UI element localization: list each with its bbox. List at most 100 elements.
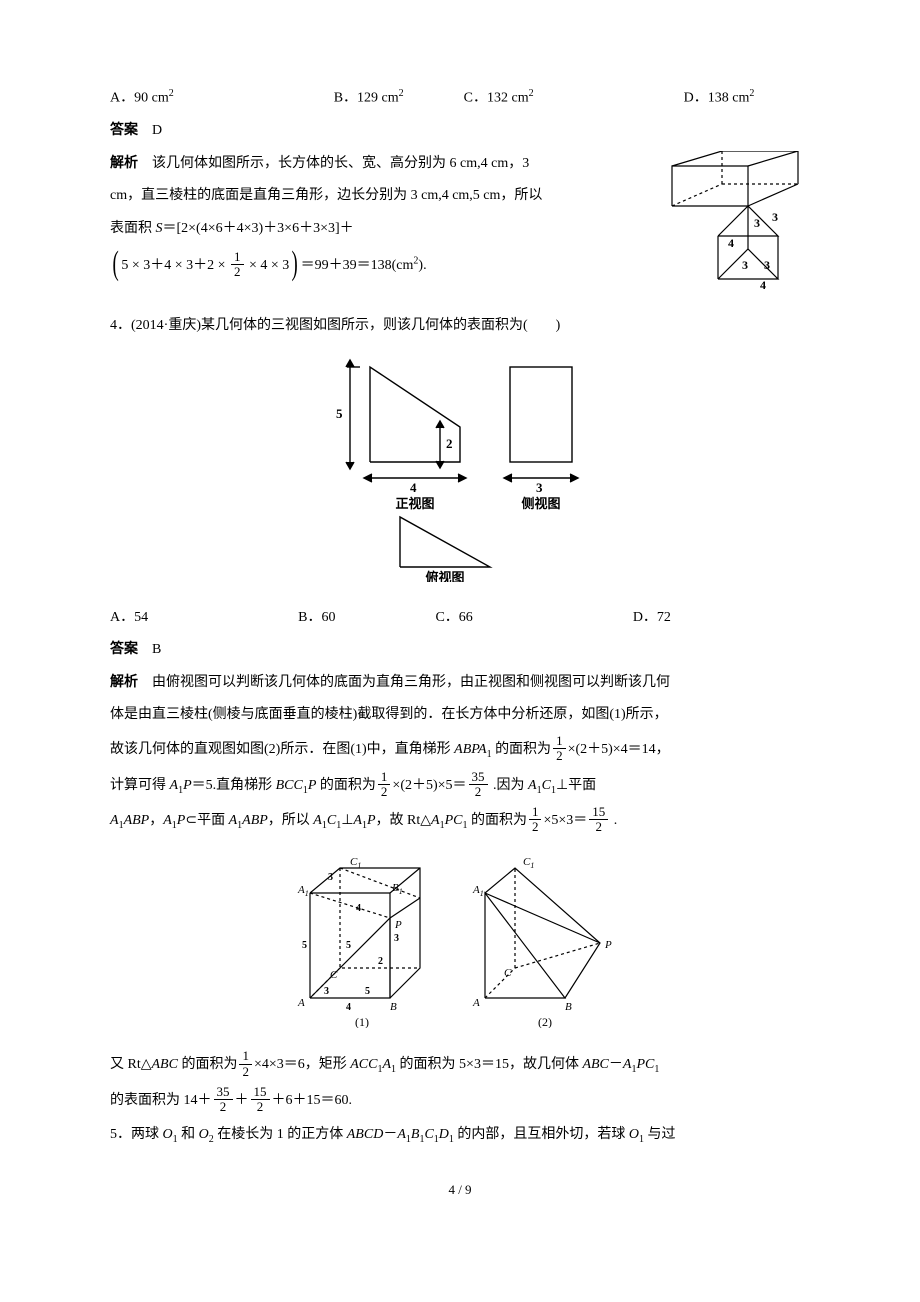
text: 又 Rt△ — [110, 1057, 152, 1072]
q4-opt-c: C．66 — [435, 605, 472, 632]
var: ACC — [350, 1057, 377, 1072]
text: 的表面积为 14＋ — [110, 1093, 212, 1108]
text: ＋ — [235, 1093, 249, 1108]
var: C — [327, 813, 336, 828]
expl-label: 解析 — [110, 156, 138, 171]
fraction: 352 — [214, 1085, 233, 1115]
q4-expl-5: A1ABP，A1P⊂平面 A1ABP，所以 A1C1⊥A1P，故 Rt△A1PC… — [110, 806, 810, 836]
text: × 4 × 3 — [246, 258, 290, 273]
svg-text:2: 2 — [378, 956, 383, 967]
text: 的内部，且互相外切，若球 — [454, 1127, 629, 1142]
var: PC — [636, 1057, 654, 1072]
text: ×(2＋5)×5＝ — [392, 778, 466, 793]
fraction: 12 — [553, 734, 566, 764]
num: 1 — [231, 250, 244, 265]
svg-text:4: 4 — [346, 1002, 351, 1013]
fraction: 12 — [529, 805, 542, 835]
q4-expl-1: 解析 由俯视图可以判断该几何体的底面为直角三角形，由正视图和侧视图可以判断该几何 — [110, 670, 810, 697]
q3-opt-d: D．138 cm2 — [684, 84, 755, 112]
lparen-icon: ( — [113, 247, 119, 281]
page-number: 4 / 9 — [110, 1178, 810, 1203]
q3-solid-figure: 3 3 4 3 3 4 — [660, 151, 810, 302]
svg-text:A: A — [472, 997, 480, 1009]
text: ， — [149, 813, 163, 828]
text: 故该几何体的直观图如图(2)所示．在图(1)中，直角梯形 — [110, 742, 454, 757]
solids-figure: A1 B1 C1 A B C P 3 4 3 5 5 3 2 4 5 (1) — [110, 848, 810, 1039]
den: 2 — [529, 820, 542, 834]
text: － — [609, 1057, 623, 1072]
num: 15 — [589, 805, 608, 820]
var: D — [439, 1127, 449, 1142]
svg-text:B: B — [390, 1001, 397, 1013]
den: 2 — [469, 785, 488, 799]
text: 的面积为 — [178, 1057, 238, 1072]
svg-text:C1: C1 — [350, 856, 361, 870]
den: 2 — [378, 785, 391, 799]
lbl: 3 — [764, 258, 770, 272]
var: A — [170, 778, 179, 793]
answer-label: 答案 — [110, 642, 138, 657]
q3-opt-c: C．132 cm2 — [464, 84, 534, 112]
var: A — [528, 778, 537, 793]
text: ×5×3＝ — [543, 813, 587, 828]
text: ＝5.直角梯形 — [192, 778, 276, 793]
lbl: 3 — [772, 210, 778, 224]
q4-expl-2: 体是由直三棱柱(侧棱与底面垂直的棱柱)截取得到的．在长方体中分析还原，如图(1)… — [110, 702, 810, 729]
opt-text: A．90 cm — [110, 91, 169, 106]
text: 在棱长为 1 的正方体 — [214, 1127, 347, 1142]
var: A — [397, 1127, 406, 1142]
svg-text:C: C — [504, 967, 512, 979]
svg-text:3: 3 — [324, 986, 329, 997]
var: A — [163, 813, 172, 828]
q3-opt-a: A．90 cm2 — [110, 84, 174, 112]
text: ⊂平面 — [185, 813, 228, 828]
den: 2 — [239, 1065, 252, 1079]
text: ，故 Rt△ — [376, 813, 432, 828]
svg-text:B: B — [565, 1001, 572, 1013]
expl-label: 解析 — [110, 675, 138, 690]
q4-stem: 4．(2014·重庆)某几何体的三视图如图所示，则该几何体的表面积为( ) — [110, 313, 810, 340]
q4-opt-b: B．60 — [298, 605, 335, 632]
svg-text:A1: A1 — [297, 884, 309, 898]
var: O — [199, 1127, 209, 1142]
svg-text:3: 3 — [328, 872, 333, 883]
var: A — [431, 813, 440, 828]
var: ABC — [582, 1057, 608, 1072]
svg-text:C: C — [330, 969, 338, 981]
num: 35 — [469, 770, 488, 785]
svg-text:(1): (1) — [355, 1015, 369, 1028]
den: 2 — [231, 265, 244, 279]
num: 1 — [553, 734, 566, 749]
q3-options: A．90 cm2 B．129 cm 2 C．132 cm2 D．138 cm2 — [110, 84, 810, 112]
q4-opt-a: A．54 — [110, 605, 148, 632]
var: P — [367, 813, 376, 828]
q4-options: A．54 B．60 C．66 D．72 — [110, 605, 810, 632]
text: 与过 — [644, 1127, 676, 1142]
var: ABP — [124, 813, 150, 828]
text: . — [610, 813, 617, 828]
fraction: 12 — [378, 770, 391, 800]
text: ，所以 — [268, 813, 314, 828]
q4-answer: 答案 B — [110, 637, 810, 664]
svg-text:5: 5 — [302, 940, 307, 951]
svg-text:(2): (2) — [538, 1015, 552, 1028]
svg-text:3: 3 — [394, 933, 399, 944]
text: 和 — [178, 1127, 199, 1142]
text: 由俯视图可以判断该几何体的底面为直角三角形，由正视图和侧视图可以判断该几何 — [152, 675, 670, 690]
text: ×4×3＝6，矩形 — [254, 1057, 350, 1072]
lbl: 4 — [760, 278, 766, 291]
sup: 2 — [749, 88, 754, 99]
num: 1 — [378, 770, 391, 785]
q4-expl-6: 又 Rt△ABC 的面积为12×4×3＝6，矩形 ACC1A1 的面积为 5×3… — [110, 1050, 810, 1080]
den: 2 — [589, 820, 608, 834]
var: ABC — [152, 1057, 178, 1072]
q4-opt-d: D．72 — [633, 605, 671, 632]
text: 5．两球 — [110, 1127, 163, 1142]
den: 2 — [214, 1100, 233, 1114]
var: O — [629, 1127, 639, 1142]
text: ). — [418, 258, 426, 273]
lbl: 3 — [754, 216, 760, 230]
text: ＝99＋39＝138(cm — [301, 258, 414, 273]
opt-text: B．129 cm — [334, 91, 399, 106]
den: 2 — [553, 749, 566, 763]
